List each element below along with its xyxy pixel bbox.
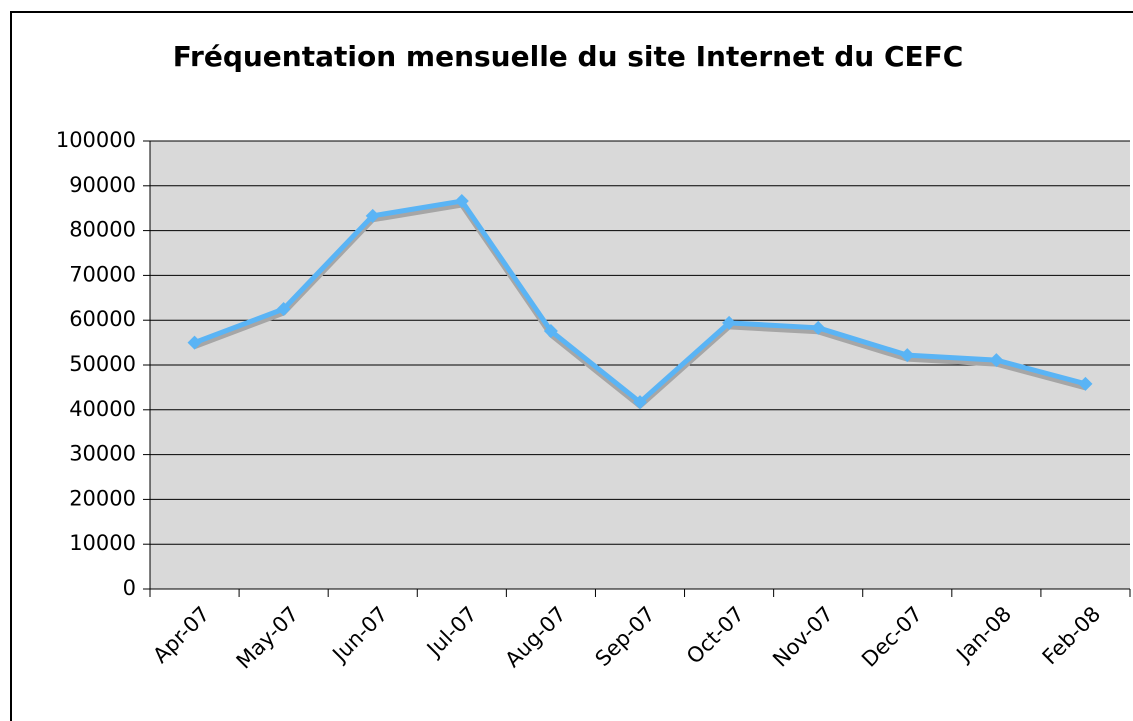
marker <box>900 348 915 363</box>
marker <box>722 315 737 330</box>
y-tick-label: 90000 <box>69 173 136 197</box>
y-tick-label: 0 <box>123 576 136 600</box>
marker <box>187 335 202 350</box>
y-tick-label: 80000 <box>69 218 136 242</box>
marker <box>365 208 380 223</box>
y-tick-label: 100000 <box>56 128 136 152</box>
y-tick-label: 10000 <box>69 531 136 555</box>
marker <box>633 395 647 410</box>
marker <box>543 323 558 338</box>
y-tick-label: 40000 <box>69 397 136 421</box>
y-tick-label: 70000 <box>69 262 136 286</box>
marker <box>1078 376 1093 391</box>
marker <box>276 302 291 316</box>
marker <box>811 320 826 335</box>
chart-title: Fréquentation mensuelle du site Internet… <box>173 40 964 73</box>
y-tick-label: 50000 <box>69 352 136 376</box>
y-tick-label: 30000 <box>69 442 136 466</box>
y-tick-label: 60000 <box>69 307 136 331</box>
marker <box>989 353 1004 368</box>
marker <box>454 194 469 209</box>
y-tick-label: 20000 <box>69 486 136 510</box>
